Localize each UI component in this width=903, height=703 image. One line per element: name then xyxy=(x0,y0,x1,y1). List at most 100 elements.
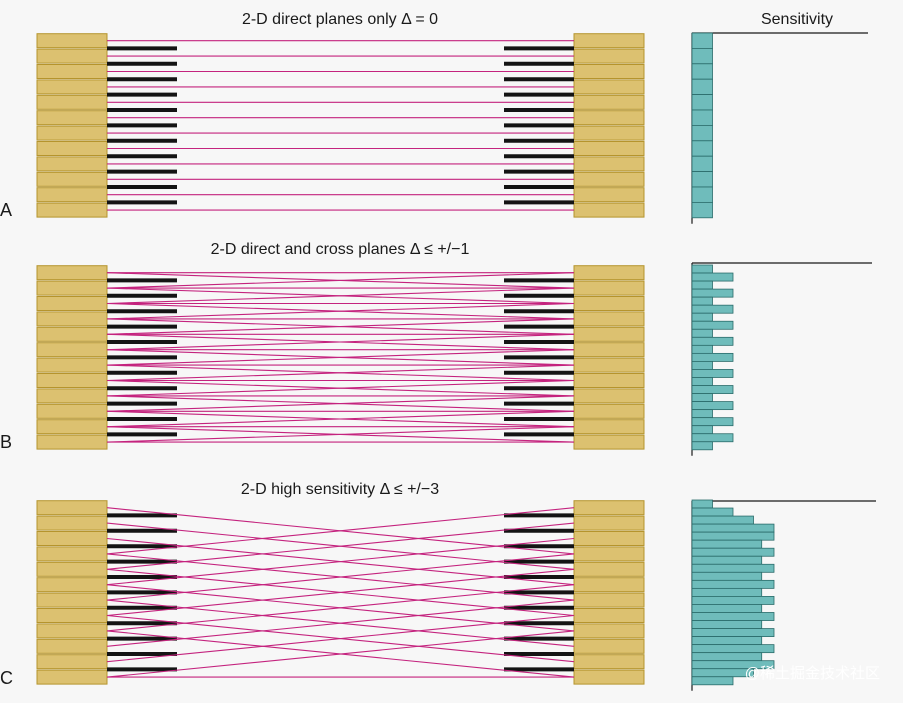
sensitivity-bar xyxy=(691,78,713,95)
detector-block-left xyxy=(36,141,108,156)
detector-block-right xyxy=(573,280,645,296)
detector-block-left xyxy=(36,531,108,546)
sensitivity-bar xyxy=(691,296,713,306)
detector-block-right xyxy=(573,156,645,172)
sensitivity-bar xyxy=(691,369,734,378)
detector-block-right xyxy=(573,326,645,342)
sensitivity-bar xyxy=(691,361,713,370)
sensitivity-bar xyxy=(691,644,775,654)
sensitivity-bar xyxy=(691,507,734,517)
line-of-response xyxy=(106,395,575,412)
line-of-response xyxy=(106,333,575,351)
sensitivity-bar xyxy=(691,596,775,605)
line-of-response xyxy=(106,318,575,335)
detector-block-right xyxy=(573,546,645,562)
line-of-response xyxy=(106,522,575,570)
sensitivity-bar xyxy=(691,417,734,427)
sensitivity-bar xyxy=(691,94,713,111)
detector-block-right xyxy=(573,515,645,531)
sensitivity-bar xyxy=(691,587,763,597)
sensitivity-bar xyxy=(691,539,763,549)
detector-block-left xyxy=(36,623,108,639)
detector-block-right xyxy=(573,608,645,623)
detector-block-right xyxy=(573,141,645,156)
detector-block-left xyxy=(36,500,108,516)
detector-block-right xyxy=(573,79,645,95)
detector-block-left xyxy=(36,48,108,64)
detector-block-right xyxy=(573,94,645,110)
sensitivity-bar xyxy=(691,441,713,451)
sensitivity-bar xyxy=(691,393,713,402)
sensitivity-bar xyxy=(691,155,713,172)
sensitivity-bar xyxy=(691,515,754,525)
detector-block-left xyxy=(36,388,108,404)
detector-block-right xyxy=(573,388,645,404)
sensitivity-bar xyxy=(691,385,734,394)
detector-block-right xyxy=(573,110,645,126)
detector-block-left xyxy=(36,342,108,358)
sensitivity-bar xyxy=(691,140,713,157)
panel-label: A xyxy=(0,200,12,220)
panel-title: 2-D direct planes only Δ = 0 xyxy=(242,11,438,28)
sensitivity-bar xyxy=(691,433,734,443)
detector-block-left xyxy=(36,110,108,126)
line-of-response xyxy=(106,507,575,555)
sensitivity-bar xyxy=(691,48,713,65)
sensitivity-bar xyxy=(691,320,734,330)
detector-block-left xyxy=(36,357,108,373)
detector-block-left xyxy=(36,608,108,623)
sensitivity-bar xyxy=(691,628,775,637)
sensitivity-bar xyxy=(691,676,734,686)
sensitivity-header: Sensitivity xyxy=(761,11,833,28)
detector-block-left xyxy=(36,94,108,110)
sensitivity-bar xyxy=(691,171,713,188)
detector-block-right xyxy=(573,403,645,419)
sensitivity-bar xyxy=(691,272,734,282)
line-of-response xyxy=(106,287,575,305)
sensitivity-bar xyxy=(691,336,734,346)
line-of-response xyxy=(106,364,575,382)
detector-block-left xyxy=(36,654,108,670)
detector-block-left xyxy=(36,561,108,577)
sensitivity-bar xyxy=(691,352,734,362)
detector-block-right xyxy=(573,357,645,373)
detector-block-right xyxy=(573,48,645,64)
line-of-response xyxy=(106,553,575,601)
panel-label: B xyxy=(0,432,12,452)
detector-block-right xyxy=(573,33,645,49)
sensitivity-bar xyxy=(691,304,734,314)
sensitivity-bar xyxy=(691,555,763,565)
line-of-response xyxy=(106,379,575,397)
sensitivity-bar xyxy=(691,109,713,126)
detector-block-right xyxy=(573,373,645,388)
detector-block-left xyxy=(36,125,108,141)
watermark: @稀土掘金技术社区 xyxy=(745,665,880,682)
detector-block-left xyxy=(36,577,108,593)
sensitivity-bar xyxy=(691,32,713,49)
line-of-response xyxy=(106,410,575,428)
detector-block-right xyxy=(573,434,645,450)
detector-block-left xyxy=(36,187,108,203)
detector-block-right xyxy=(573,296,645,311)
detector-block-right xyxy=(573,342,645,358)
sensitivity-bar xyxy=(691,547,775,557)
sensitivity-bar xyxy=(691,377,713,386)
sensitivity-bar xyxy=(691,344,713,354)
sensitivity-bar xyxy=(691,579,775,589)
line-of-response xyxy=(106,614,575,663)
detector-block-right xyxy=(573,638,645,654)
detector-block-left xyxy=(36,373,108,388)
detector-block-left xyxy=(36,280,108,296)
sensitivity-bar xyxy=(691,328,713,338)
sensitivity-bar xyxy=(691,499,713,509)
sensitivity-bar xyxy=(691,63,713,80)
detector-block-left xyxy=(36,326,108,342)
sensitivity-bar xyxy=(691,563,775,573)
detector-block-right xyxy=(573,202,645,218)
panel-title: 2-D direct and cross planes Δ ≤ +/−1 xyxy=(211,241,470,258)
sensitivity-bar xyxy=(691,186,713,203)
detector-block-right xyxy=(573,531,645,546)
panel-label: C xyxy=(0,668,13,688)
line-of-response xyxy=(106,599,575,647)
